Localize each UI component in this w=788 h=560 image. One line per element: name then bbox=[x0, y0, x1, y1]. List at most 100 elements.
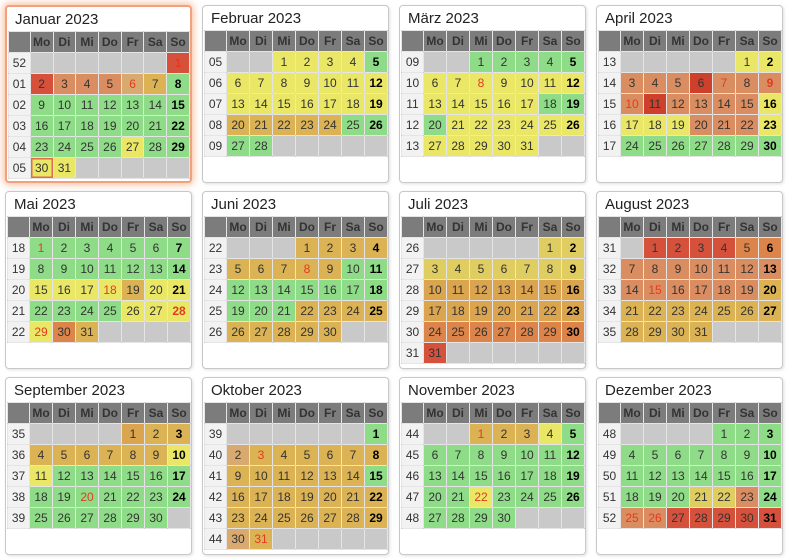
day-cell[interactable]: 8 bbox=[166, 73, 190, 95]
day-cell[interactable]: 13 bbox=[689, 93, 713, 115]
day-cell[interactable]: 29 bbox=[712, 507, 736, 529]
day-cell[interactable]: 19 bbox=[97, 115, 122, 137]
day-cell[interactable]: 21 bbox=[143, 115, 168, 137]
day-cell[interactable]: 21 bbox=[272, 300, 296, 322]
day-cell[interactable]: 16 bbox=[226, 486, 250, 508]
day-cell[interactable]: 14 bbox=[249, 93, 273, 115]
day-cell[interactable]: 20 bbox=[120, 115, 145, 137]
day-cell[interactable]: 10 bbox=[620, 93, 644, 115]
day-cell[interactable]: 1 bbox=[469, 423, 493, 445]
day-cell[interactable]: 21 bbox=[446, 114, 470, 136]
day-cell[interactable]: 23 bbox=[492, 486, 516, 508]
day-cell[interactable]: 4 bbox=[75, 73, 99, 95]
day-cell[interactable]: 3 bbox=[52, 73, 77, 95]
day-cell[interactable]: 8 bbox=[643, 258, 667, 280]
day-cell[interactable]: 14 bbox=[446, 93, 470, 115]
day-cell[interactable]: 2 bbox=[52, 237, 76, 259]
day-cell[interactable]: 15 bbox=[364, 465, 388, 487]
day-cell[interactable]: 8 bbox=[712, 444, 736, 466]
day-cell[interactable]: 23 bbox=[29, 136, 54, 158]
day-cell[interactable]: 28 bbox=[272, 321, 296, 343]
day-cell[interactable]: 17 bbox=[249, 486, 273, 508]
day-cell[interactable]: 6 bbox=[423, 444, 447, 466]
day-cell[interactable]: 20 bbox=[423, 114, 447, 136]
day-cell[interactable]: 12 bbox=[643, 465, 667, 487]
day-cell[interactable]: 22 bbox=[121, 486, 145, 508]
day-cell[interactable]: 7 bbox=[143, 73, 168, 95]
day-cell[interactable]: 14 bbox=[272, 279, 296, 301]
day-cell[interactable]: 28 bbox=[712, 135, 736, 157]
day-cell[interactable]: 7 bbox=[341, 444, 365, 466]
day-cell[interactable]: 3 bbox=[515, 51, 539, 73]
day-cell[interactable]: 14 bbox=[689, 465, 713, 487]
day-cell[interactable]: 8 bbox=[295, 258, 319, 280]
day-cell[interactable]: 9 bbox=[29, 94, 54, 116]
day-cell[interactable]: 8 bbox=[121, 444, 145, 466]
day-cell[interactable]: 6 bbox=[758, 237, 782, 259]
day-cell[interactable]: 1 bbox=[29, 237, 53, 259]
day-cell[interactable]: 25 bbox=[446, 321, 470, 343]
day-cell[interactable]: 9 bbox=[492, 444, 516, 466]
day-cell[interactable]: 22 bbox=[295, 300, 319, 322]
day-cell[interactable]: 25 bbox=[75, 136, 99, 158]
day-cell[interactable]: 4 bbox=[538, 51, 562, 73]
day-cell[interactable]: 22 bbox=[469, 486, 493, 508]
day-cell[interactable]: 12 bbox=[295, 465, 319, 487]
day-cell[interactable]: 22 bbox=[364, 486, 388, 508]
day-cell[interactable]: 2 bbox=[666, 237, 690, 259]
day-cell[interactable]: 20 bbox=[249, 300, 273, 322]
day-cell[interactable]: 7 bbox=[446, 72, 470, 94]
day-cell[interactable]: 26 bbox=[121, 300, 145, 322]
day-cell[interactable]: 27 bbox=[492, 321, 516, 343]
day-cell[interactable]: 25 bbox=[98, 300, 122, 322]
day-cell[interactable]: 24 bbox=[341, 300, 365, 322]
day-cell[interactable]: 23 bbox=[52, 300, 76, 322]
day-cell[interactable]: 19 bbox=[121, 279, 145, 301]
day-cell[interactable]: 9 bbox=[561, 258, 585, 280]
day-cell[interactable]: 7 bbox=[249, 72, 273, 94]
day-cell[interactable]: 13 bbox=[144, 258, 168, 280]
day-cell[interactable]: 16 bbox=[295, 93, 319, 115]
day-cell[interactable]: 2 bbox=[318, 237, 342, 259]
day-cell[interactable]: 23 bbox=[758, 114, 782, 136]
day-cell[interactable]: 6 bbox=[318, 444, 342, 466]
day-cell[interactable]: 24 bbox=[423, 321, 447, 343]
day-cell[interactable]: 3 bbox=[758, 423, 782, 445]
day-cell[interactable]: 4 bbox=[538, 423, 562, 445]
day-cell[interactable]: 9 bbox=[666, 258, 690, 280]
day-cell[interactable]: 21 bbox=[249, 114, 273, 136]
day-cell[interactable]: 24 bbox=[318, 114, 342, 136]
day-cell[interactable]: 3 bbox=[341, 237, 365, 259]
day-cell[interactable]: 10 bbox=[341, 258, 365, 280]
day-cell[interactable]: 17 bbox=[515, 93, 539, 115]
day-cell[interactable]: 23 bbox=[666, 300, 690, 322]
day-cell[interactable]: 13 bbox=[249, 279, 273, 301]
day-cell[interactable]: 23 bbox=[144, 486, 168, 508]
day-cell[interactable]: 5 bbox=[561, 423, 585, 445]
day-cell[interactable]: 5 bbox=[52, 444, 76, 466]
day-cell[interactable]: 20 bbox=[318, 486, 342, 508]
day-cell[interactable]: 26 bbox=[666, 135, 690, 157]
day-cell[interactable]: 20 bbox=[423, 486, 447, 508]
day-cell[interactable]: 15 bbox=[735, 93, 759, 115]
day-cell[interactable]: 22 bbox=[735, 114, 759, 136]
day-cell[interactable]: 24 bbox=[689, 300, 713, 322]
day-cell[interactable]: 5 bbox=[666, 72, 690, 94]
day-cell[interactable]: 2 bbox=[492, 51, 516, 73]
day-cell[interactable]: 25 bbox=[29, 507, 53, 529]
day-cell[interactable]: 3 bbox=[249, 444, 273, 466]
day-cell[interactable]: 10 bbox=[515, 72, 539, 94]
day-cell[interactable]: 28 bbox=[446, 507, 470, 529]
day-cell[interactable]: 16 bbox=[735, 465, 759, 487]
day-cell[interactable]: 11 bbox=[538, 444, 562, 466]
day-cell[interactable]: 23 bbox=[492, 114, 516, 136]
day-cell[interactable]: 9 bbox=[52, 258, 76, 280]
day-cell[interactable]: 29 bbox=[29, 321, 53, 343]
day-cell[interactable]: 1 bbox=[121, 423, 145, 445]
day-cell[interactable]: 19 bbox=[469, 300, 493, 322]
day-cell[interactable]: 31 bbox=[52, 157, 77, 179]
day-cell[interactable]: 4 bbox=[620, 444, 644, 466]
day-cell[interactable]: 15 bbox=[538, 279, 562, 301]
day-cell[interactable]: 18 bbox=[341, 93, 365, 115]
day-cell[interactable]: 8 bbox=[29, 258, 53, 280]
